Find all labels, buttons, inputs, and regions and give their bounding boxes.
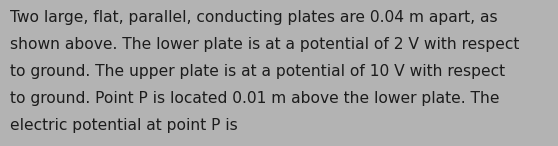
Text: to ground. The upper plate is at a potential of 10 V with respect: to ground. The upper plate is at a poten…	[10, 64, 505, 79]
Text: shown above. The lower plate is at a potential of 2 V with respect: shown above. The lower plate is at a pot…	[10, 37, 519, 52]
Text: electric potential at point P is: electric potential at point P is	[10, 118, 238, 133]
Text: to ground. Point P is located 0.01 m above the lower plate. The: to ground. Point P is located 0.01 m abo…	[10, 91, 499, 106]
Text: Two large, flat, parallel, conducting plates are 0.04 m apart, as: Two large, flat, parallel, conducting pl…	[10, 10, 498, 25]
